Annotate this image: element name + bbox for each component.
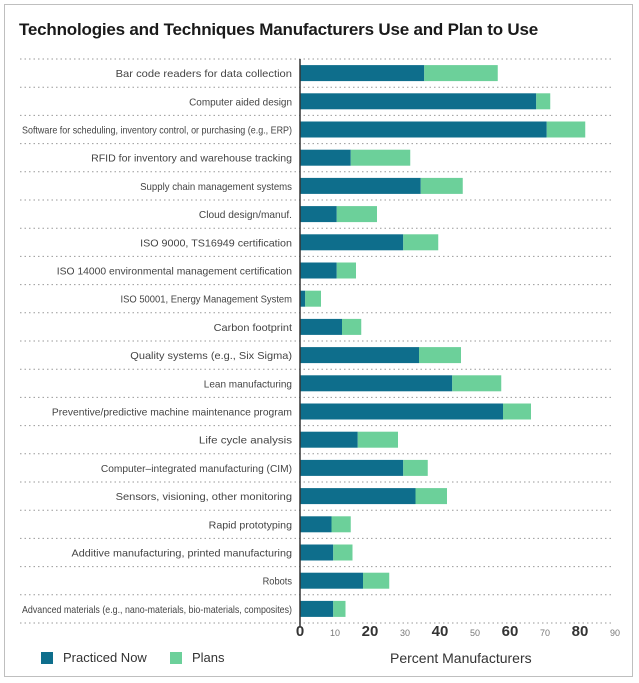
- bar-practiced-now-carbon-footprint: [300, 318, 342, 335]
- bar-plans-preventive-predictive-machine-maintenanc: [503, 403, 531, 420]
- bar-practiced-now-sensors-visioning-other-monitoring: [300, 488, 416, 505]
- bar-practiced-now-computer-integrated-manufacturing-cim: [300, 459, 404, 476]
- bar-plans-carbon-footprint: [342, 318, 362, 335]
- bar-practiced-now-computer-aided-design: [300, 93, 537, 110]
- chart-title: Technologies and Techniques Manufacturer…: [19, 20, 539, 39]
- category-label-carbon-footprint: Carbon footprint: [214, 322, 292, 334]
- x-tick-label-80: 80: [572, 623, 589, 640]
- bar-plans-computer-aided-design: [536, 93, 551, 110]
- category-label-additive-manufacturing-printed-manufactu: Additive manufacturing, printed manufact…: [72, 548, 293, 560]
- category-label-supply-chain-management-systems: Supply chain management systems: [140, 181, 292, 193]
- bar-practiced-now-life-cycle-analysis: [300, 431, 358, 448]
- bar-plans-iso-50001-energy-management-system: [305, 290, 321, 307]
- legend-item-practiced-now: Practiced Now: [41, 650, 147, 665]
- x-tick-label-70: 70: [540, 628, 550, 638]
- bar-plans-bar-code-readers-for-data-collection: [424, 65, 498, 82]
- x-tick-label-0: 0: [296, 623, 304, 640]
- category-label-cloud-design-manuf: Cloud design/manuf.: [199, 209, 292, 221]
- bar-practiced-now-additive-manufacturing-printed-manufactu: [300, 544, 334, 561]
- bar-practiced-now-quality-systems-e-g-six-sigma: [300, 347, 419, 364]
- x-tick-label-90: 90: [610, 628, 620, 638]
- bar-practiced-now-iso-50001-energy-management-system: [300, 290, 306, 307]
- bar-practiced-now-software-for-scheduling-inventory-contro: [300, 121, 547, 138]
- legend-item-plans: Plans: [170, 650, 225, 665]
- bar-plans-iso-9000-ts16949-certification: [403, 234, 439, 251]
- category-label-preventive-predictive-machine-maintenanc: Preventive/predictive machine maintenanc…: [52, 407, 292, 419]
- bar-practiced-now-preventive-predictive-machine-maintenanc: [300, 403, 503, 420]
- category-label-iso-14000-environmental-management-certi: ISO 14000 environmental management certi…: [57, 266, 292, 278]
- bar-plans-computer-integrated-manufacturing-cim: [403, 459, 428, 476]
- category-label-advanced-materials-e-g-nano-materials-bi: Advanced materials (e.g., nano-materials…: [22, 604, 292, 616]
- bar-plans-lean-manufacturing: [452, 375, 502, 392]
- bar-plans-rfid-for-inventory-and-warehouse-trackin: [350, 149, 411, 166]
- bar-plans-additive-manufacturing-printed-manufactu: [333, 544, 353, 561]
- bar-plans-iso-14000-environmental-management-certi: [336, 262, 356, 279]
- x-tick-label-10: 10: [330, 628, 340, 638]
- bar-plans-advanced-materials-e-g-nano-materials-bi: [333, 600, 346, 617]
- bar-practiced-now-rapid-prototyping: [300, 516, 332, 533]
- bar-practiced-now-lean-manufacturing: [300, 375, 453, 392]
- x-tick-label-60: 60: [502, 623, 519, 640]
- bar-plans-supply-chain-management-systems: [420, 177, 463, 194]
- category-label-rapid-prototyping: Rapid prototyping: [209, 519, 292, 531]
- category-label-quality-systems-e-g-six-sigma: Quality systems (e.g., Six Sigma): [130, 350, 292, 362]
- bar-practiced-now-bar-code-readers-for-data-collection: [300, 65, 425, 82]
- category-label-life-cycle-analysis: Life cycle analysis: [199, 435, 292, 447]
- category-label-robots: Robots: [263, 576, 292, 588]
- bar-plans-life-cycle-analysis: [357, 431, 398, 448]
- category-label-rfid-for-inventory-and-warehouse-trackin: RFID for inventory and warehouse trackin…: [91, 153, 292, 165]
- x-tick-label-20: 20: [362, 623, 379, 640]
- bar-plans-rapid-prototyping: [331, 516, 351, 533]
- bar-practiced-now-supply-chain-management-systems: [300, 177, 421, 194]
- bar-plans-quality-systems-e-g-six-sigma: [419, 347, 461, 364]
- category-label-sensors-visioning-other-monitoring: Sensors, visioning, other monitoring: [116, 491, 293, 503]
- bar-practiced-now-robots: [300, 572, 363, 589]
- legend-label-practiced-now: Practiced Now: [63, 650, 147, 665]
- bar-practiced-now-advanced-materials-e-g-nano-materials-bi: [300, 600, 334, 617]
- category-label-bar-code-readers-for-data-collection: Bar code readers for data collection: [116, 68, 293, 80]
- bar-practiced-now-cloud-design-manuf: [300, 206, 337, 223]
- category-label-lean-manufacturing: Lean manufacturing: [204, 378, 292, 390]
- x-axis-title: Percent Manufacturers: [390, 650, 532, 666]
- bar-practiced-now-iso-9000-ts16949-certification: [300, 234, 404, 251]
- x-tick-label-30: 30: [400, 628, 410, 638]
- category-label-iso-50001-energy-management-system: ISO 50001, Energy Management System: [121, 294, 293, 306]
- legend-swatch-plans: [170, 651, 182, 664]
- category-label-software-for-scheduling-inventory-contro: Software for scheduling, inventory contr…: [22, 125, 292, 137]
- bar-practiced-now-rfid-for-inventory-and-warehouse-trackin: [300, 149, 351, 166]
- bar-plans-software-for-scheduling-inventory-contro: [546, 121, 586, 138]
- legend-swatch-practiced-now: [41, 651, 53, 664]
- category-label-iso-9000-ts16949-certification: ISO 9000, TS16949 certification: [140, 237, 292, 249]
- category-label-computer-integrated-manufacturing-cim: Computer–integrated manufacturing (CIM): [101, 463, 292, 475]
- bar-practiced-now-iso-14000-environmental-management-certi: [300, 262, 337, 279]
- bar-plans-cloud-design-manuf: [336, 206, 377, 223]
- bar-plans-sensors-visioning-other-monitoring: [415, 488, 447, 505]
- legend-label-plans: Plans: [192, 650, 225, 665]
- x-tick-label-40: 40: [432, 623, 449, 640]
- category-label-computer-aided-design: Computer aided design: [189, 96, 292, 108]
- bar-plans-robots: [363, 572, 390, 589]
- x-tick-label-50: 50: [470, 628, 480, 638]
